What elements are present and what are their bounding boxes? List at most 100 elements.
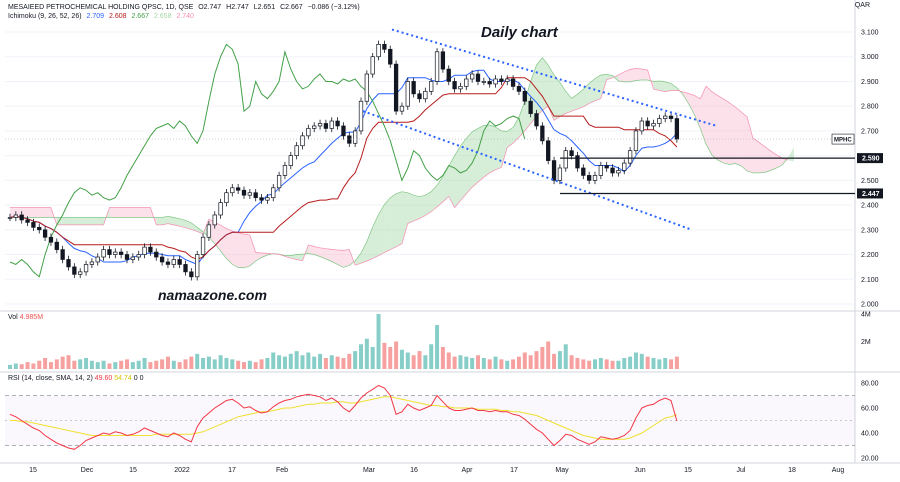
volume-bar	[288, 353, 293, 369]
price-tick-label: 2.000	[861, 302, 879, 309]
ichimoku-cloud-segment	[121, 207, 127, 218]
ichimoku-cloud-segment	[694, 95, 701, 129]
ichimoku-cloud-segment	[507, 127, 514, 148]
candle-body	[148, 246, 153, 253]
ichimoku-cloud-segment	[378, 204, 385, 256]
volume-bar	[212, 359, 217, 369]
candle-body	[581, 167, 586, 176]
volume-bar	[13, 363, 18, 369]
candle-body	[528, 100, 533, 114]
ichimoku-cloud-segment	[518, 101, 525, 138]
volume-bar	[388, 347, 393, 369]
volume-bar	[616, 360, 621, 369]
support-label-bg-1	[857, 153, 883, 164]
ohlc-close: C2.667	[280, 4, 303, 11]
ichimoku-cloud-segment	[244, 234, 250, 268]
candle-body	[265, 197, 270, 201]
candle-body	[575, 155, 580, 169]
candle-body	[493, 78, 498, 85]
candle-body	[598, 165, 603, 176]
volume-bar	[417, 351, 422, 369]
ichimoku-cloud-segment	[688, 93, 695, 115]
candle-body	[487, 81, 492, 85]
rsi-ma-line	[10, 396, 678, 440]
ichimoku-cloud-segment	[788, 147, 794, 162]
ichimoku-cloud-segment	[191, 222, 198, 232]
candle-body	[353, 130, 358, 144]
candle-body	[569, 150, 574, 156]
candle-body	[458, 86, 463, 90]
ichimoku-cloud-segment	[343, 249, 350, 268]
ichimoku-span-a	[10, 57, 789, 269]
candle-body	[645, 120, 650, 127]
ichimoku-cloud-segment	[431, 185, 438, 212]
volume-bar	[464, 356, 469, 369]
volume-bar	[593, 359, 597, 369]
candle-body	[294, 145, 299, 156]
candle-body	[306, 128, 311, 137]
candle-body	[206, 224, 212, 238]
ichimoku-cloud-segment	[723, 99, 730, 165]
candle-body	[434, 51, 440, 82]
ichimoku-cloud-segment	[167, 216, 174, 225]
volume-bar	[359, 344, 363, 369]
ichimoku-cloud-segment	[296, 254, 303, 261]
rsi-extra-1: 0	[133, 375, 138, 382]
ichimoku-cloud-segment	[665, 81, 672, 92]
candle-body	[388, 48, 393, 65]
volume-bar	[546, 341, 551, 369]
ichimoku-cloud-segment	[132, 207, 139, 218]
candle-body	[633, 130, 639, 152]
ichimoku-cloud-segment	[442, 166, 449, 202]
volume-label: Vol	[8, 314, 18, 321]
volume-bar	[540, 347, 545, 369]
ichimoku-cloud-segment	[308, 245, 315, 255]
volume-value: 4.985M	[19, 314, 44, 321]
ichimoku-cloud-segment	[729, 102, 736, 165]
volume-bar	[423, 355, 428, 369]
candle-body	[200, 236, 206, 255]
volume-bar	[294, 351, 299, 369]
ichimoku-cloud-segment	[91, 217, 98, 225]
candle-body	[399, 105, 405, 112]
volume-bar	[48, 362, 53, 369]
volume-bar	[481, 358, 486, 369]
candle-body	[364, 73, 369, 102]
ichimoku-cloud-segment	[86, 217, 92, 225]
support-label-bg-2	[857, 188, 883, 199]
volume-bar	[253, 362, 258, 369]
candle-body	[475, 73, 481, 82]
candle-body	[592, 175, 598, 181]
ichimoku-tenkan: 2.709	[86, 13, 105, 20]
candle-body	[142, 246, 147, 255]
price-tick-label: 2.200	[861, 252, 879, 259]
candle-body	[259, 197, 264, 201]
ichimoku-spanA: 2.658	[153, 13, 172, 20]
price-tick-label: 2.800	[861, 104, 879, 111]
volume-bar	[557, 351, 562, 369]
candle-body	[481, 81, 486, 83]
volume-bar	[230, 359, 235, 369]
volume-bar	[101, 360, 106, 369]
volume-bar	[674, 356, 679, 369]
volume-bar	[265, 358, 270, 369]
candle-body	[165, 261, 171, 265]
candle-body	[183, 264, 188, 273]
rsi-tick-label: 80.00	[861, 381, 879, 388]
candle-body	[224, 192, 229, 203]
ichimoku-cloud-segment	[770, 150, 777, 171]
ichimoku-cloud-segment	[524, 81, 531, 131]
ichimoku-cloud-segment	[630, 68, 636, 82]
candle-body	[189, 271, 194, 278]
time-tick-label: Feb	[276, 467, 288, 474]
symbol-legend: MESAIEED PETROCHEMICAL HOLDING QPSC, 1D,…	[8, 3, 363, 12]
volume-bar	[329, 355, 334, 369]
volume-bar	[8, 364, 12, 369]
volume-bar	[19, 364, 24, 369]
price-tick-label: 3.000	[861, 54, 879, 61]
volume-bar	[394, 341, 399, 369]
ichimoku-cloud-segment	[115, 207, 122, 218]
volume-bar	[107, 363, 112, 369]
price-tick-label: 2.400	[861, 203, 879, 210]
